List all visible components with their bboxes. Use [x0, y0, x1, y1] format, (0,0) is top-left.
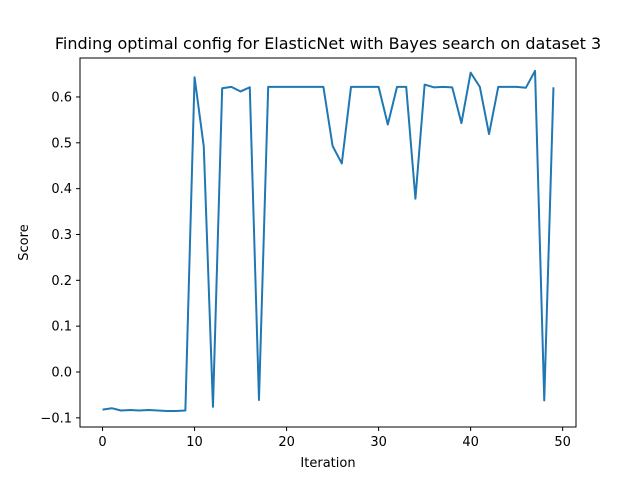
series-line — [102, 69, 555, 412]
plot-area — [79, 57, 577, 428]
x-axis-label: Iteration — [300, 456, 355, 471]
y-tick-label: 0.4 — [51, 182, 72, 197]
x-axis-ticks: 0 10 20 30 40 50 — [98, 427, 571, 450]
y-tick-label: 0.2 — [51, 274, 72, 289]
y-axis-label: Score — [17, 224, 32, 260]
axes-frame — [79, 57, 577, 428]
x-tick-label: 0 — [98, 435, 106, 450]
y-axis-ticks: −0.1 0.0 0.1 0.2 0.3 0.4 0.5 0.6 — [40, 90, 80, 426]
x-tick-label: 20 — [278, 435, 295, 450]
y-tick-label: 0.6 — [51, 90, 72, 105]
y-tick-label: 0.0 — [51, 365, 72, 380]
x-tick-label: 40 — [462, 435, 479, 450]
x-tick-label: 30 — [370, 435, 387, 450]
y-tick-label: 0.5 — [51, 136, 72, 151]
y-tick-label: 0.3 — [51, 228, 72, 243]
y-tick-label: 0.1 — [51, 320, 72, 335]
chart-title: Finding optimal config for ElasticNet wi… — [55, 34, 601, 53]
y-tick-label: −0.1 — [40, 411, 72, 426]
x-tick-label: 10 — [186, 435, 203, 450]
x-tick-label: 50 — [554, 435, 571, 450]
